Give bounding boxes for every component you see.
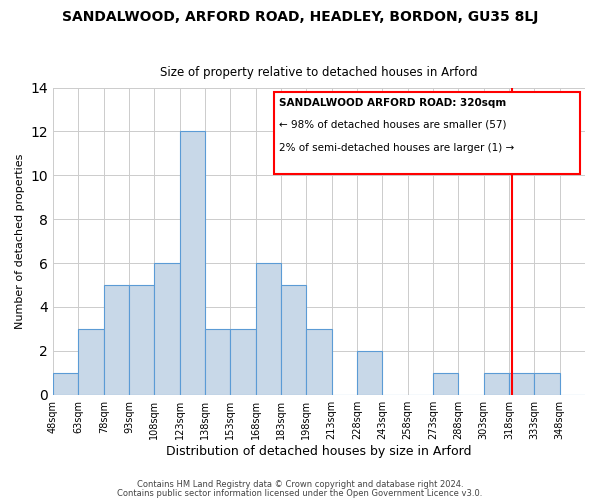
Bar (281, 285, 307, 395)
X-axis label: Distribution of detached houses by size in Arford: Distribution of detached houses by size … (166, 444, 472, 458)
Bar (484, 373, 509, 394)
Text: Contains public sector information licensed under the Open Government Licence v3: Contains public sector information licen… (118, 488, 482, 498)
Bar (53, 373, 79, 394)
Text: 2% of semi-detached houses are larger (1) →: 2% of semi-detached houses are larger (1… (279, 143, 514, 153)
Bar (104, 285, 129, 395)
Bar (205, 329, 230, 394)
Bar (433, 373, 458, 394)
Bar (256, 263, 281, 394)
Text: SANDALWOOD ARFORD ROAD: 320sqm: SANDALWOOD ARFORD ROAD: 320sqm (279, 98, 506, 108)
Text: SANDALWOOD, ARFORD ROAD, HEADLEY, BORDON, GU35 8LJ: SANDALWOOD, ARFORD ROAD, HEADLEY, BORDON… (62, 10, 538, 24)
Y-axis label: Number of detached properties: Number of detached properties (15, 154, 25, 329)
Bar (79, 329, 104, 394)
Bar (535, 373, 560, 394)
Bar (509, 373, 535, 394)
Text: ← 98% of detached houses are smaller (57): ← 98% of detached houses are smaller (57… (279, 120, 506, 130)
Bar (154, 263, 179, 394)
Bar (307, 329, 332, 394)
FancyBboxPatch shape (274, 92, 580, 174)
Bar (129, 285, 154, 395)
Bar (357, 351, 382, 395)
Bar (230, 329, 256, 394)
Text: Contains HM Land Registry data © Crown copyright and database right 2024.: Contains HM Land Registry data © Crown c… (137, 480, 463, 489)
Bar (179, 132, 205, 394)
Title: Size of property relative to detached houses in Arford: Size of property relative to detached ho… (160, 66, 478, 80)
